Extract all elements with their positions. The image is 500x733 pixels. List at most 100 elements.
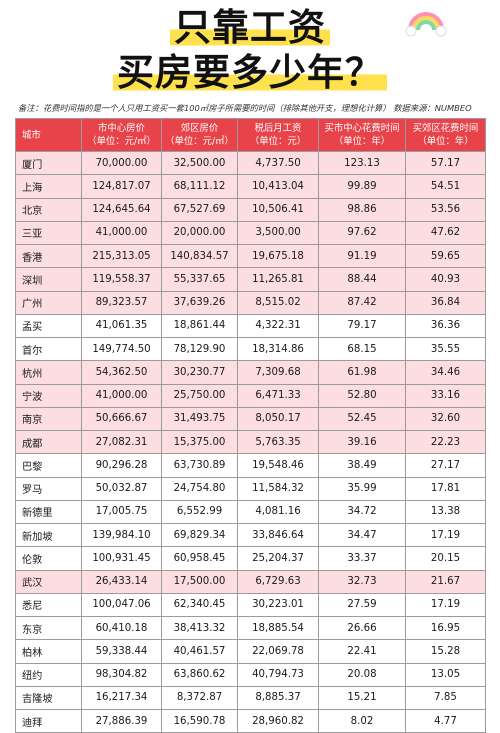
cell-center-price: 124,817.07 [81, 174, 162, 199]
cell-city: 悉尼 [15, 592, 82, 618]
cell-center-years: 98.86 [318, 197, 406, 222]
cell-suburb-price: 17,500.00 [161, 569, 238, 594]
header-center-years: 买市中心花费时间 （单位：年） [318, 118, 406, 152]
cell-city: 孟买 [15, 313, 82, 339]
cell-city: 香港 [15, 243, 82, 269]
table-row: 孟买 41,061.35 18,861.44 4,322.31 79.17 36.36 [15, 313, 486, 339]
cell-city: 三亚 [15, 220, 82, 246]
cell-city: 吉隆坡 [15, 685, 82, 711]
cell-suburb-price: 62,340.45 [161, 592, 238, 618]
header-suburb-price: 郊区房价 （单位：元/㎡） [161, 118, 238, 152]
cell-center-price: 27,082.31 [81, 429, 162, 455]
cell-suburb-price: 67,527.69 [161, 197, 238, 222]
cell-suburb-years: 21.67 [405, 569, 486, 594]
cell-salary: 8,050.17 [237, 406, 319, 432]
cell-suburb-years: 16.95 [405, 615, 486, 641]
cell-center-years: 123.13 [318, 150, 406, 176]
cell-center-years: 38.49 [318, 453, 406, 478]
cell-center-price: 59,338.44 [81, 639, 162, 664]
cell-center-years: 52.45 [318, 406, 406, 432]
cell-center-years: 8.02 [318, 708, 406, 733]
cell-salary: 19,548.46 [237, 453, 319, 478]
cell-city: 伦敦 [15, 546, 82, 571]
table-row: 香港 215,313.05 140,834.57 19,675.18 91.19 59.6… [15, 243, 486, 269]
cell-salary: 3,500.00 [237, 220, 319, 246]
cell-salary: 4,737.50 [237, 150, 319, 176]
cell-center-price: 27,886.39 [81, 708, 162, 733]
cell-salary: 7,309.68 [237, 360, 319, 385]
table-row: 吉隆坡 16,217.34 8,372.87 8,885.37 15.21 7.85 [15, 685, 486, 711]
cell-suburb-price: 6,552.99 [161, 499, 238, 525]
cell-center-years: 32.73 [318, 569, 406, 594]
table-row: 柏林 59,338.44 40,461.57 22,069.78 22.41 15.28 [15, 639, 486, 664]
cell-salary: 19,675.18 [237, 243, 319, 269]
cell-center-price: 70,000.00 [81, 150, 162, 176]
table-row: 杭州 54,362.50 30,230.77 7,309.68 61.98 34.46 [15, 360, 486, 385]
cell-center-years: 20.08 [318, 662, 406, 687]
cell-center-price: 16,217.34 [81, 685, 162, 711]
cell-center-years: 27.59 [318, 592, 406, 618]
cell-city: 纽约 [15, 662, 82, 687]
cell-suburb-years: 4.77 [405, 708, 486, 733]
cell-center-price: 54,362.50 [81, 360, 162, 385]
table-row: 罗马 50,032.87 24,754.80 11,584.32 35.99 17.81 [15, 476, 486, 501]
cell-salary: 5,763.35 [237, 429, 319, 455]
cell-salary: 6,729.63 [237, 569, 319, 594]
cell-center-price: 215,313.05 [81, 243, 162, 269]
cell-suburb-price: 8,372.87 [161, 685, 238, 711]
table-row: 新加坡 139,984.10 69,829.34 33,846.64 34.47 17.1… [15, 522, 486, 548]
cell-center-years: 34.72 [318, 499, 406, 525]
cell-suburb-price: 20,000.00 [161, 220, 238, 246]
cell-suburb-years: 33.16 [405, 383, 486, 408]
cell-city: 新加坡 [15, 522, 82, 548]
cell-suburb-years: 22.23 [405, 429, 486, 455]
cell-suburb-price: 18,861.44 [161, 313, 238, 339]
cell-suburb-price: 40,461.57 [161, 639, 238, 664]
table-row: 纽约 98,304.82 63,860.62 40,794.73 20.08 13.05 [15, 662, 486, 687]
table-row: 三亚 41,000.00 20,000.00 3,500.00 97.62 47.62 [15, 220, 486, 246]
cell-city: 东京 [15, 615, 82, 641]
cell-center-price: 100,047.06 [81, 592, 162, 618]
cell-suburb-years: 32.60 [405, 406, 486, 432]
cell-city: 深圳 [15, 267, 82, 292]
cell-suburb-price: 16,590.78 [161, 708, 238, 733]
cell-center-price: 26,433.14 [81, 569, 162, 594]
cell-center-years: 97.62 [318, 220, 406, 246]
cell-salary: 18,314.86 [237, 336, 319, 362]
cell-suburb-price: 78,129.90 [161, 336, 238, 362]
cell-suburb-price: 31,493.75 [161, 406, 238, 432]
title-line-2: 买房要多少年？ [113, 51, 387, 94]
cell-suburb-years: 15.28 [405, 639, 486, 664]
table-row: 上海 124,817.07 68,111.12 10,413.04 99.89 54.51 [15, 174, 486, 199]
cell-suburb-price: 63,860.62 [161, 662, 238, 687]
cell-city: 武汉 [15, 569, 82, 594]
page-subtitle: 买房要多少年？ [0, 51, 500, 94]
cell-salary: 11,584.32 [237, 476, 319, 501]
cell-suburb-years: 53.56 [405, 197, 486, 222]
table-row: 南京 50,666.67 31,493.75 8,050.17 52.45 32.60 [15, 406, 486, 432]
cell-center-years: 79.17 [318, 313, 406, 339]
cell-salary: 10,413.04 [237, 174, 319, 199]
cell-salary: 22,069.78 [237, 639, 319, 664]
table-header-row: 城市 市中心房价 （单位：元/㎡） 郊区房价 （单位：元/㎡） 税后月工资 （单位：元… [15, 118, 486, 152]
table-row: 宁波 41,000.00 25,750.00 6,471.33 52.80 33.16 [15, 383, 486, 408]
cell-center-price: 41,000.00 [81, 220, 162, 246]
cell-center-years: 88.44 [318, 267, 406, 292]
cell-center-price: 50,666.67 [81, 406, 162, 432]
cell-center-years: 61.98 [318, 360, 406, 385]
cell-city: 杭州 [15, 360, 82, 385]
cell-center-price: 139,984.10 [81, 522, 162, 548]
cell-center-years: 91.19 [318, 243, 406, 269]
cell-suburb-years: 36.84 [405, 290, 486, 315]
cell-suburb-years: 7.85 [405, 685, 486, 711]
cell-salary: 11,265.81 [237, 267, 319, 292]
cell-suburb-years: 27.17 [405, 453, 486, 478]
cell-suburb-price: 68,111.12 [161, 174, 238, 199]
cell-center-years: 34.47 [318, 522, 406, 548]
cell-center-price: 17,005.75 [81, 499, 162, 525]
cell-salary: 4,081.16 [237, 499, 319, 525]
cell-center-price: 124,645.64 [81, 197, 162, 222]
cell-suburb-price: 37,639.26 [161, 290, 238, 315]
cell-suburb-price: 60,958.45 [161, 546, 238, 571]
cell-city: 南京 [15, 406, 82, 432]
